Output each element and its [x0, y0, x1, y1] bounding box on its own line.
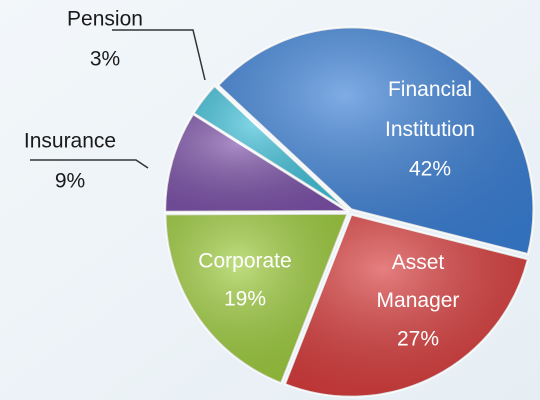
slice-group: [216, 26, 535, 256]
pie: [164, 26, 535, 398]
slice-label: Corporate: [198, 250, 291, 273]
slice-shine: [165, 114, 348, 212]
slice-shine: [165, 213, 348, 384]
slice-label: Insurance: [24, 130, 116, 153]
value-label: 3%: [90, 48, 120, 71]
value-label: 27%: [397, 328, 439, 351]
slice-shine: [284, 214, 528, 397]
slice-group: [164, 112, 351, 213]
slice-label: Asset Manager: [377, 251, 460, 312]
leader-line: [112, 29, 206, 81]
slice-group: [283, 213, 530, 398]
value-label: 9%: [55, 170, 85, 193]
value-label: 19%: [224, 288, 266, 311]
slice-label: Pension: [67, 8, 143, 31]
slice-group: [164, 212, 349, 385]
leader-line: [30, 159, 149, 169]
slice-group: [192, 84, 349, 212]
slice-label: Financial Institution: [385, 78, 475, 141]
slice-shine: [218, 27, 534, 255]
value-label: 42%: [409, 158, 451, 181]
slice-shine: [193, 86, 348, 211]
